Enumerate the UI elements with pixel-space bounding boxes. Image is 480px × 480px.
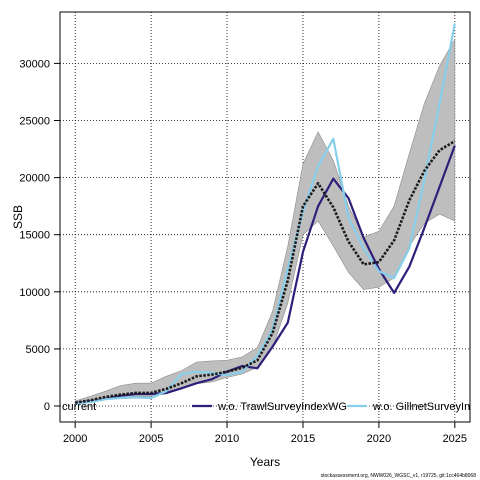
legend-label: w.o. TrawlSurveyIndexWG: [217, 401, 347, 413]
x-tick-label: 2025: [443, 433, 467, 445]
y-tick-label: 20000: [19, 173, 50, 185]
y-tick-label: 30000: [19, 58, 50, 70]
legend: current w.o. TrawlSurveyIndexWG w.o. Gilln…: [62, 401, 480, 413]
x-tick-label: 2020: [367, 433, 391, 445]
x-tick-label: 2010: [215, 433, 239, 445]
y-axis: 0 5000 10000 15000 20000 25000 30000: [19, 58, 60, 413]
y-axis-title: SSB: [11, 205, 25, 229]
y-tick-label: 25000: [19, 115, 50, 127]
x-tick-label: 2000: [63, 433, 87, 445]
series-layer: [75, 23, 456, 405]
x-axis-title: Years: [250, 455, 280, 469]
confidence-band: [74, 38, 456, 405]
y-tick-label: 15000: [19, 230, 50, 242]
series-line-w-o-trawlsurveyindexwg: [75, 145, 456, 405]
x-tick-label: 2015: [291, 433, 315, 445]
plot-frame: [59, 11, 471, 423]
series-line-w-o-gillnetsurveyindexwg: [75, 23, 456, 405]
legend-label: current: [62, 401, 96, 413]
x-axis: 2000 2005 2010 2015 2020 2025: [63, 422, 467, 445]
y-tick-label: 5000: [26, 344, 50, 356]
confidence-band-layer: [74, 38, 456, 405]
series-line-current: [75, 139, 456, 404]
legend-label: w.o. GillnetSurveyIndexWG: [372, 401, 480, 413]
y-tick-label: 10000: [19, 287, 50, 299]
footnote: stockassessment.org, NWW026_WGSC_v1, r19…: [321, 473, 477, 479]
y-tick-label: 0: [44, 401, 50, 413]
x-tick-label: 2005: [139, 433, 163, 445]
